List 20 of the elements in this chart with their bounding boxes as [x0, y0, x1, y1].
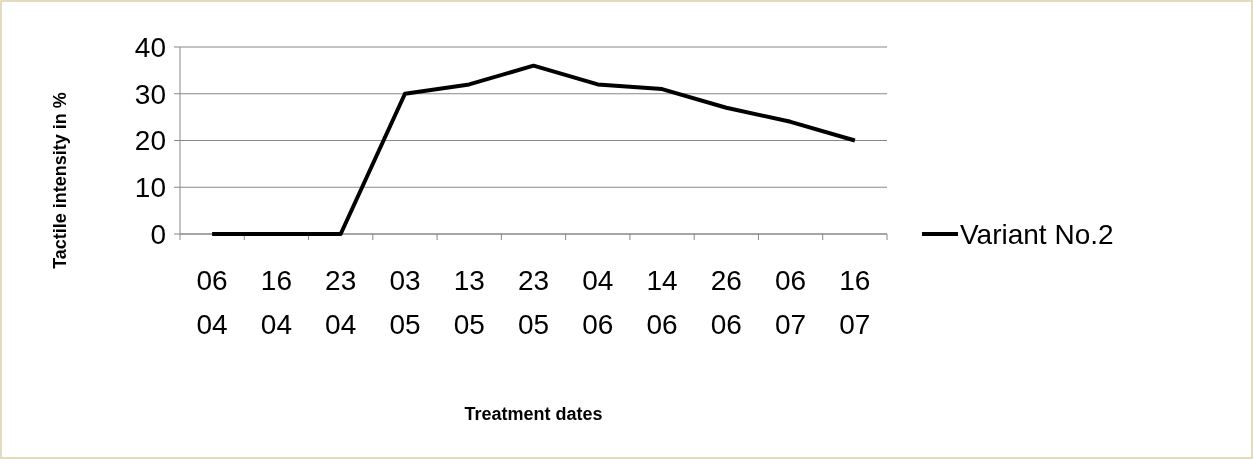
x-tick-label: 13 05	[453, 265, 485, 340]
y-axis-title: Tactile intensity in %	[50, 92, 70, 269]
x-tick-label: 06 04	[196, 265, 228, 340]
x-tick-label: 03 05	[389, 265, 421, 340]
x-tick-label: 23 05	[517, 265, 550, 340]
x-axis-title: Treatment dates	[464, 404, 603, 424]
x-tick-label: 16 04	[260, 265, 292, 340]
x-tick-label: 16 07	[839, 265, 871, 340]
x-tick-label: 14 06	[646, 265, 678, 340]
line-series	[210, 63, 857, 236]
x-tick-label: 26 06	[710, 265, 742, 340]
x-tick-label: 06 07	[775, 265, 807, 340]
x-tick-label: 04 06	[582, 265, 614, 340]
y-tick-label: 20	[134, 125, 166, 157]
y-tick-label: 30	[134, 78, 166, 110]
y-tick-label: 40	[134, 31, 166, 63]
legend-label: Variant No.2	[960, 218, 1114, 250]
y-tick-label: 0	[150, 218, 166, 250]
x-tick-label: 23 04	[325, 265, 357, 340]
y-tick-label: 10	[134, 172, 166, 204]
